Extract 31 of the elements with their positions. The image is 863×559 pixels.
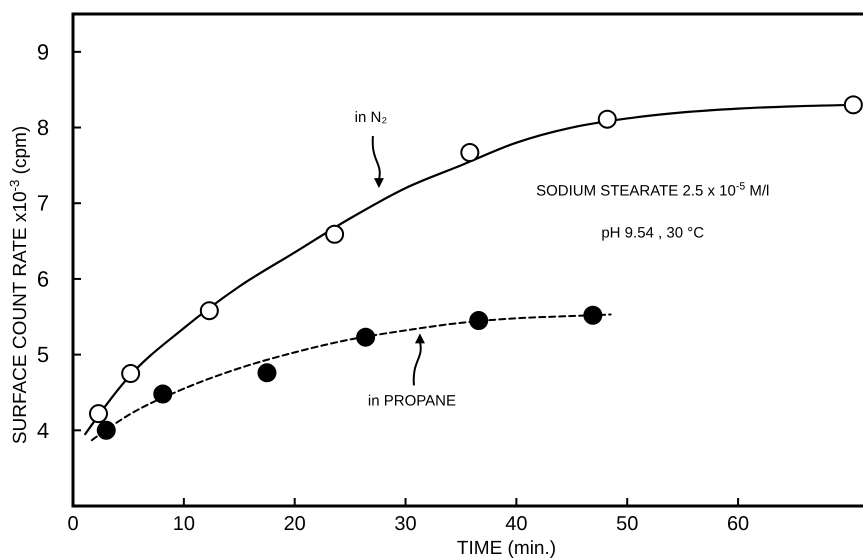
x-axis-title: TIME (min.): [456, 538, 556, 559]
y-tick-label: 9: [36, 39, 50, 64]
x-tick-label: 0: [67, 513, 79, 535]
point: [583, 306, 602, 325]
point: [325, 224, 344, 244]
y-tick-label: 5: [36, 342, 50, 368]
point: [88, 404, 108, 424]
point: [121, 364, 140, 384]
x-tick-label: 60: [726, 513, 750, 535]
point: [469, 311, 488, 330]
x-tick-label: 40: [505, 513, 528, 535]
point: [153, 384, 172, 404]
y-tick-label: 8: [36, 115, 50, 140]
x-tick-label: 20: [284, 513, 306, 535]
point: [200, 301, 219, 320]
annotation: SODIUM STEARATE 2.5 x 10$^{-5}$ M/l: [536, 180, 770, 200]
point: [257, 363, 276, 382]
point: [356, 328, 376, 347]
annotation: pH 9.54 , 30 °C: [601, 224, 704, 242]
point: [460, 143, 480, 162]
annotation: in PROPANE: [368, 392, 456, 410]
x-tick-label: 10: [172, 513, 195, 535]
point: [96, 420, 116, 440]
point: [598, 110, 617, 129]
y-tick-label: 6: [36, 266, 50, 292]
y-tick-label: 4: [36, 418, 50, 443]
point: [844, 95, 863, 114]
annotation: in N₂: [354, 109, 388, 126]
y-tick-label: 7: [36, 190, 50, 216]
x-tick-label: 50: [616, 513, 638, 535]
x-tick-label: 30: [394, 513, 417, 535]
